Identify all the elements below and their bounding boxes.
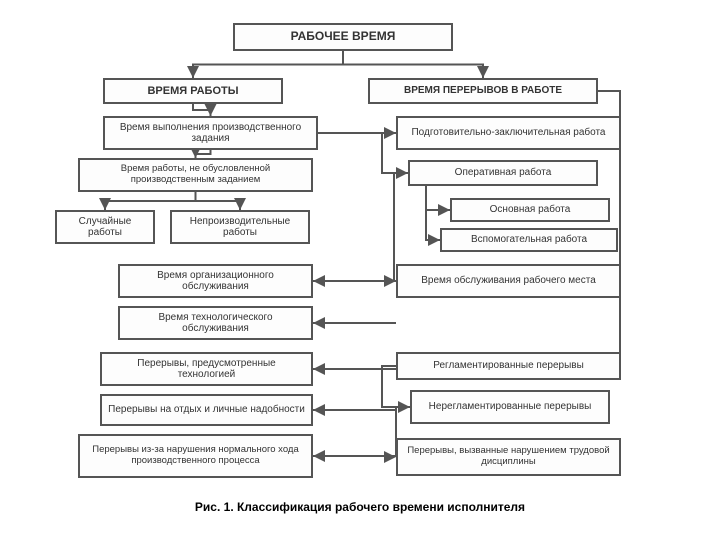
node-n3: Случайные работы [55, 210, 155, 244]
node-n2: Время работы, не обусловленной производс… [78, 158, 313, 192]
node-r2: Оперативная работа [408, 160, 598, 186]
node-n6: Время технологического обслуживания [118, 306, 313, 340]
figure-caption: Рис. 1. Классификация рабочего времени и… [0, 500, 720, 514]
node-n5: Время организационного обслуживания [118, 264, 313, 298]
node-breaks: ВРЕМЯ ПЕРЕРЫВОВ В РАБОТЕ [368, 78, 598, 104]
node-n8: Перерывы на отдых и личные надобности [100, 394, 313, 426]
node-r4: Вспомогательная работа [440, 228, 618, 252]
node-n7: Перерывы, предусмотренные технологией [100, 352, 313, 386]
node-n1: Время выполнения производственного задан… [103, 116, 318, 150]
node-r3: Основная работа [450, 198, 610, 222]
node-n9: Перерывы из-за нарушения нормального ход… [78, 434, 313, 478]
diagram-canvas: РАБОЧЕЕ ВРЕМЯ ВРЕМЯ РАБОТЫ ВРЕМЯ ПЕРЕРЫВОВ… [0, 0, 720, 540]
node-r7: Нерегламентированные перерывы [410, 390, 610, 424]
node-work: ВРЕМЯ РАБОТЫ [103, 78, 283, 104]
node-r6: Регламентированные перерывы [396, 352, 621, 380]
node-n4: Непроизводительные работы [170, 210, 310, 244]
node-r1: Подготовительно-заключительная работа [396, 116, 621, 150]
node-r8: Перерывы, вызванные нарушением трудовой … [396, 438, 621, 476]
node-r5: Время обслуживания рабочего места [396, 264, 621, 298]
node-root: РАБОЧЕЕ ВРЕМЯ [233, 23, 453, 51]
